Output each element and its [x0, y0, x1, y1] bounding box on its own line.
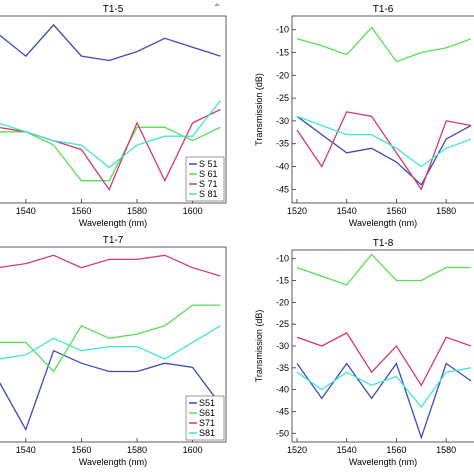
x-axis-label: Wavelength (nm) — [349, 218, 417, 228]
legend-label: S81 — [199, 428, 215, 438]
plot-frame — [0, 246, 227, 443]
y-tick-label: -40 — [276, 385, 289, 395]
y-tick-label: -45 — [276, 406, 289, 416]
x-tick-label: 1540 — [337, 445, 357, 455]
y-tick-label: -30 — [276, 341, 289, 351]
series-line-3 — [296, 332, 472, 387]
series-line-4 — [0, 100, 221, 169]
x-tick-label: 1540 — [16, 445, 36, 455]
plot-frame — [0, 15, 227, 204]
series-line-1 — [296, 115, 472, 186]
y-tick-label: -45 — [276, 184, 289, 194]
series-line-3 — [0, 254, 221, 277]
legend-label: S 81 — [199, 189, 218, 199]
plot-frame — [291, 249, 474, 443]
legend-label: S 51 — [199, 159, 218, 169]
plot-frame — [291, 15, 474, 204]
chart-panel-3: T1-7 1540 1560 1580 1600 Wavelength (nm) S51S6… — [0, 235, 227, 467]
x-tick-label: 1600 — [183, 445, 203, 455]
series-line-4 — [296, 115, 472, 168]
x-axis-label: Wavelength (nm) — [79, 218, 147, 228]
series-group — [296, 253, 472, 440]
x-tick-label: 1580 — [127, 445, 147, 455]
x-tick-label: 1560 — [386, 445, 406, 455]
chart-title: T1-7 — [103, 235, 124, 246]
series-group — [296, 26, 472, 191]
series-line-1 — [0, 23, 221, 62]
y-tick-label: -20 — [276, 70, 289, 80]
series-line-4 — [296, 367, 472, 409]
legend-label: S71 — [199, 418, 215, 428]
x-tick-label: 1580 — [436, 206, 456, 216]
y-tick-label: -25 — [276, 93, 289, 103]
legend-label: S61 — [199, 408, 215, 418]
legend: S 51S 61S 71S 81 — [185, 156, 225, 202]
legend-label: S 61 — [199, 169, 218, 179]
series-line-1 — [0, 349, 221, 432]
series-line-3 — [296, 111, 472, 191]
x-tick-label: 1560 — [71, 206, 91, 216]
x-axis-label: Wavelength (nm) — [349, 457, 417, 467]
x-axis-label: Wavelength (nm) — [79, 457, 147, 467]
y-tick-label: -40 — [276, 162, 289, 172]
y-tick-label: -10 — [276, 254, 289, 264]
y-axis-label: Transmission (dB) — [254, 310, 264, 383]
y-tick-label: -30 — [276, 116, 289, 126]
y-tick-label: -35 — [276, 363, 289, 373]
series-line-4 — [0, 325, 221, 360]
series-line-2 — [296, 253, 471, 286]
chart-title: T1-6 — [373, 4, 394, 15]
x-tick-label: 1520 — [287, 445, 307, 455]
chart-title: T1-5 — [103, 4, 124, 15]
x-tick-label: 1540 — [16, 206, 36, 216]
series-line-2 — [296, 26, 472, 63]
y-tick-label: -25 — [276, 319, 289, 329]
panel-handle-icon — [214, 3, 220, 6]
y-tick-label: -35 — [276, 139, 289, 149]
x-tick-label: 1580 — [436, 445, 456, 455]
chart-panel-4: T1-8 1520 1540 1560 1580 -10 -15 -20 -25 -30 -35 -4… — [254, 238, 474, 467]
legend-label: S 71 — [199, 179, 218, 189]
y-tick-label: -15 — [276, 276, 289, 286]
series-line-2 — [0, 304, 221, 373]
x-tick-label: 1580 — [127, 206, 147, 216]
y-tick-label: -50 — [276, 428, 289, 438]
series-group — [0, 23, 221, 191]
y-axis-label: Transmission (dB) — [254, 73, 264, 146]
x-tick-label: 1540 — [337, 206, 357, 216]
y-tick-label: -15 — [276, 47, 289, 57]
x-tick-label: 1560 — [71, 445, 91, 455]
y-tick-label: -10 — [276, 25, 289, 35]
y-tick-label: -20 — [276, 297, 289, 307]
x-tick-label: 1520 — [287, 206, 307, 216]
chart-title: T1-8 — [373, 238, 394, 249]
x-tick-label: 1560 — [386, 206, 406, 216]
legend-label: S51 — [199, 398, 215, 408]
x-tick-label: 1600 — [183, 206, 203, 216]
chart-panel-2: T1-6 1520 1540 1560 1580 -10 -15 -20 -25 -30 -35 -4… — [254, 4, 474, 228]
series-group — [0, 254, 221, 432]
